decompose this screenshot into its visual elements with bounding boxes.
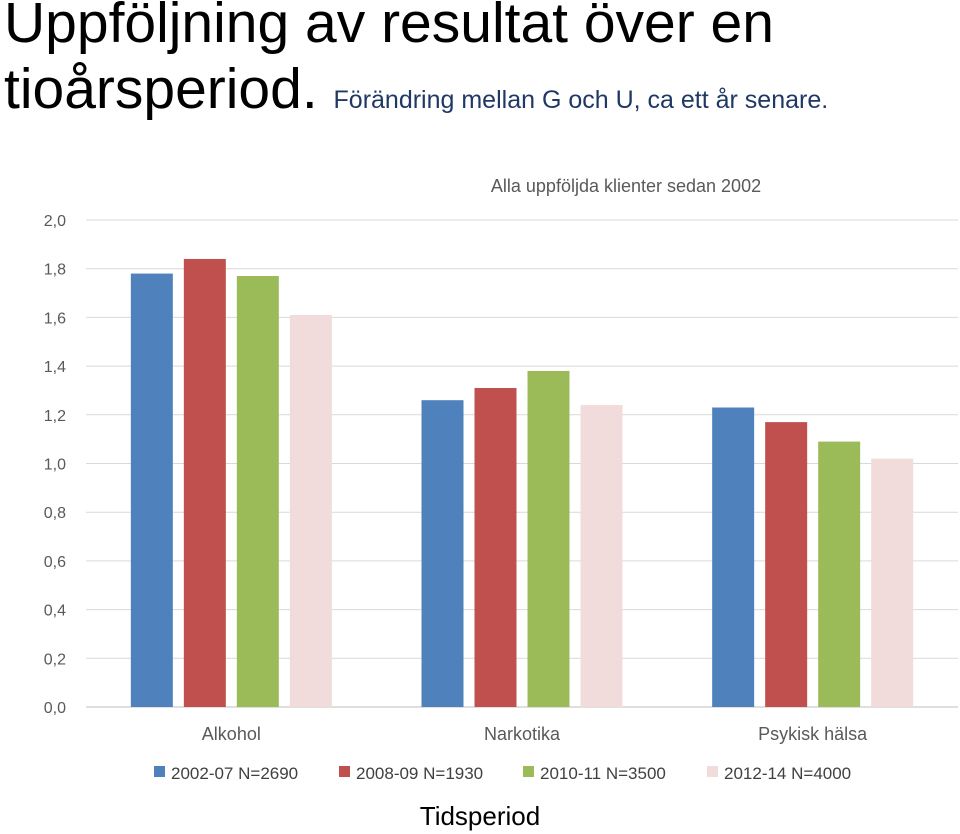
y-tick-label: 1,0 [44, 457, 66, 474]
y-tick-label: 1,8 [44, 262, 66, 279]
category-label: Alkohol [202, 724, 261, 744]
category-labels: Alkohol Narkotika Psykisk hälsa [202, 724, 868, 744]
slide-subtitle: Förändring mellan G och U, ca ett år sen… [333, 86, 829, 114]
y-tick-label: 0,4 [44, 603, 66, 620]
bar [289, 314, 332, 707]
bar [474, 388, 517, 707]
legend-swatch [707, 766, 718, 777]
bar [712, 407, 755, 707]
legend-label: 2012-14 N=4000 [724, 764, 851, 783]
bar [765, 422, 808, 707]
y-tick-label: 1,6 [44, 310, 66, 327]
bar [818, 441, 861, 707]
chart-title: Alla uppföljda klienter sedan 2002 [491, 176, 761, 196]
y-tick-label: 1,2 [44, 408, 66, 425]
y-tick-label: 0,6 [44, 554, 66, 571]
category-label: Narkotika [484, 724, 561, 744]
bar [236, 276, 279, 707]
legend-label: 2008-09 N=1930 [356, 764, 483, 783]
slide-title-text: Uppföljning av resultat över en tioårspe… [4, 0, 774, 121]
bar [130, 273, 173, 707]
y-tick-label: 2,0 [44, 213, 66, 230]
legend-label: 2010-11 N=3500 [540, 764, 666, 783]
slide-title: Uppföljning av resultat över en tioårspe… [4, 0, 956, 133]
x-axis-title: Tidsperiod [420, 801, 540, 831]
bars [130, 258, 914, 707]
bar [580, 405, 623, 707]
bar [871, 458, 914, 707]
category-label: Psykisk hälsa [758, 724, 868, 744]
bar [421, 400, 464, 707]
bar [527, 370, 570, 707]
gridlines [86, 219, 958, 708]
legend-label: 2002-07 N=2690 [171, 764, 298, 783]
y-tick-label: 0,0 [44, 700, 66, 717]
legend-swatch [523, 766, 534, 777]
legend-swatch [339, 766, 350, 777]
bar [183, 258, 226, 707]
y-tick-label: 0,8 [44, 505, 66, 522]
y-tick-label: 1,4 [44, 359, 66, 376]
y-tick-label: 0,2 [44, 651, 66, 668]
y-axis-ticks: 0,0 0,2 0,4 0,6 0,8 1,0 1,2 1,4 1,6 1,8 2,0 [44, 213, 66, 717]
legend: 2002-07 N=2690 2008-09 N=1930 2010-11 N=35… [154, 764, 851, 783]
legend-swatch [154, 766, 165, 777]
